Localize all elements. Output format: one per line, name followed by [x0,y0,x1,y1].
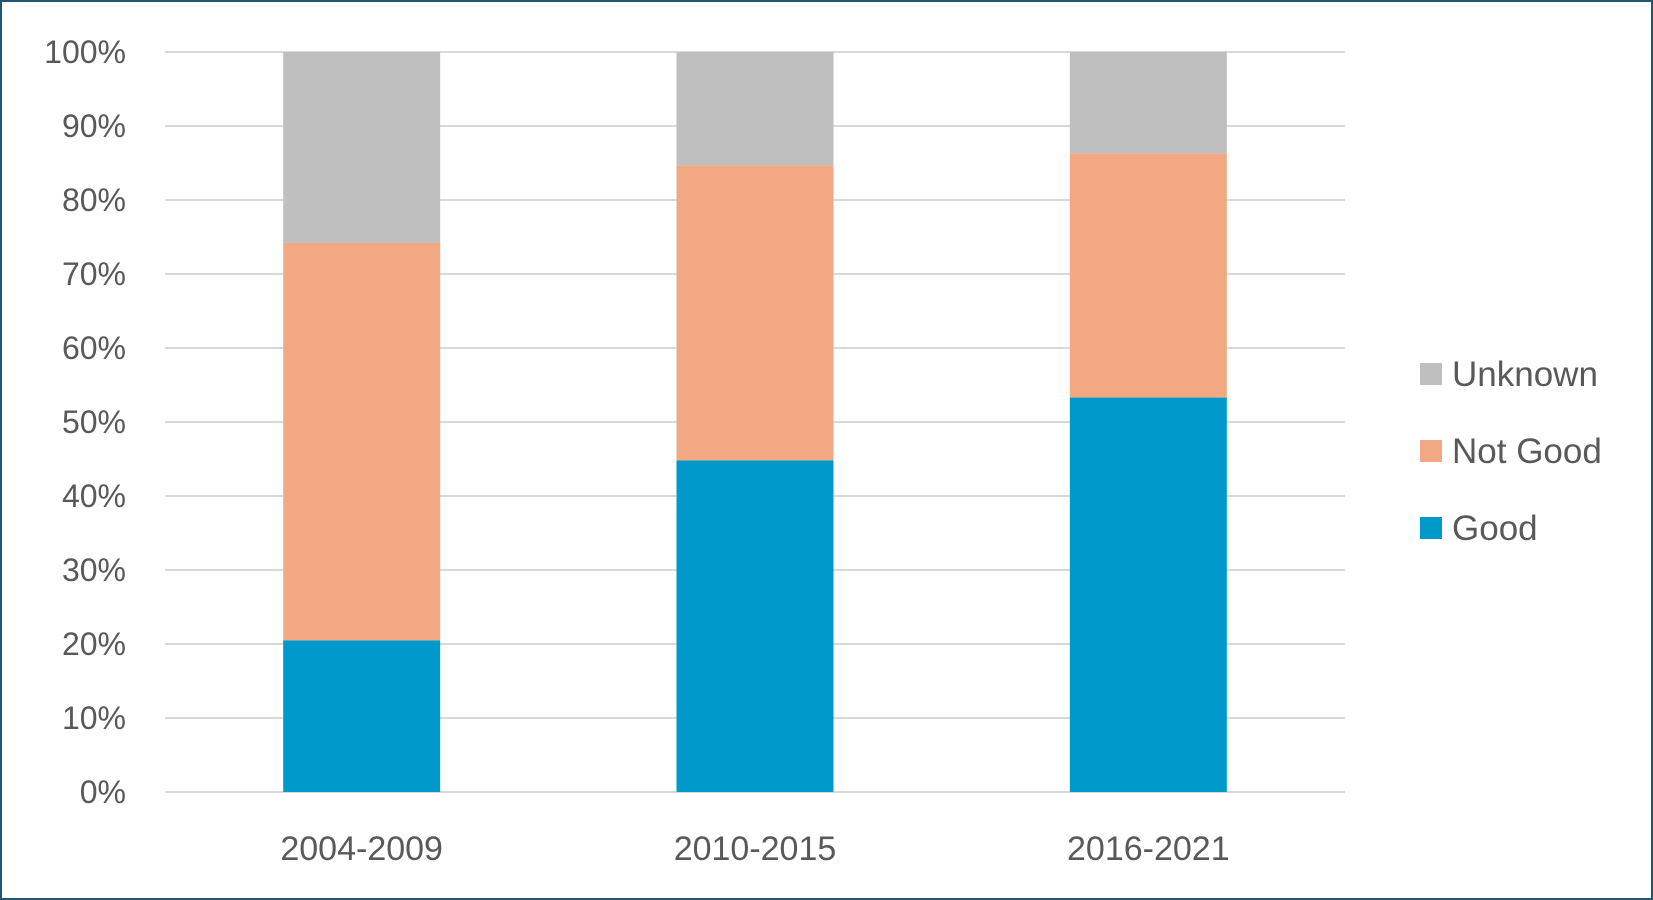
y-tick-label: 20% [62,626,126,662]
legend-swatch-not-good [1420,440,1442,462]
y-tick-label: 80% [62,182,126,218]
y-tick-label: 60% [62,330,126,366]
y-tick-label: 70% [62,256,126,292]
legend-label-not-good: Not Good [1452,432,1602,471]
y-axis-tick-labels: 0% 10% 20% 30% 40% 50% 60% 70% 80% 90% 100% [44,34,126,810]
legend-swatch-unknown [1420,363,1442,385]
legend-label-unknown: Unknown [1452,355,1598,394]
y-tick-label: 40% [62,478,126,514]
x-category-label: 2004-2009 [280,830,443,868]
y-tick-label: 90% [62,108,126,144]
y-tick-label: 10% [62,700,126,736]
legend-label-good: Good [1452,509,1538,548]
bars [283,52,1227,792]
x-category-label: 2016-2021 [1067,830,1230,868]
bar-unknown-2010-2015 [676,52,834,166]
x-category-label: 2010-2015 [674,830,837,868]
y-tick-label: 30% [62,552,126,588]
y-tick-label: 0% [80,774,126,810]
y-tick-label: 100% [44,34,126,70]
legend: Unknown Not Good Good [1420,355,1602,548]
bar-not-good-2004-2009 [283,242,441,641]
bar-unknown-2004-2009 [283,52,441,243]
bar-not-good-2010-2015 [676,165,834,461]
y-tick-label: 50% [62,404,126,440]
bar-good-2010-2015 [676,460,834,792]
bar-not-good-2016-2021 [1069,153,1227,398]
bar-good-2004-2009 [283,640,441,792]
legend-swatch-good [1420,517,1442,539]
bar-good-2016-2021 [1069,397,1227,792]
x-axis-category-labels: 2004-2009 2010-2015 2016-2021 [280,830,1229,868]
bar-unknown-2016-2021 [1069,52,1227,154]
